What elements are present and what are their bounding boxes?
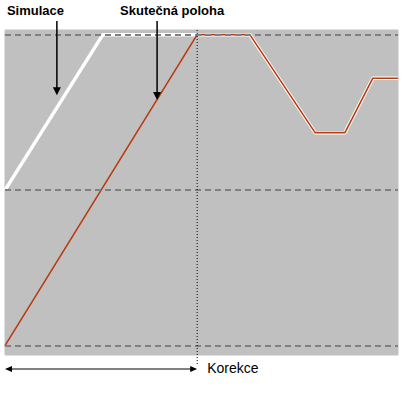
svg-text:Korekce: Korekce: [207, 360, 259, 376]
svg-text:Simulace: Simulace: [7, 3, 64, 18]
svg-text:Skutečná poloha: Skutečná poloha: [120, 3, 225, 18]
